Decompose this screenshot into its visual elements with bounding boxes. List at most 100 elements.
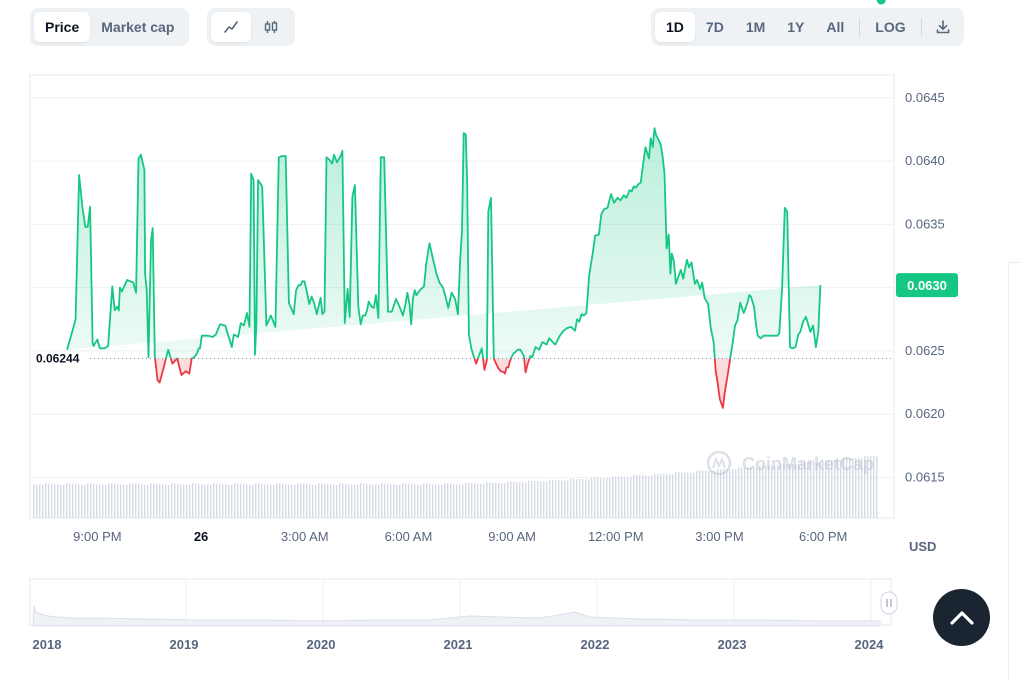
- volume-bar: [564, 480, 566, 518]
- volume-bar: [480, 483, 482, 518]
- volume-bar: [189, 485, 191, 518]
- navigator-history-line: [32, 605, 881, 627]
- volume-bar: [684, 472, 686, 518]
- price-line-up: [66, 127, 822, 359]
- volume-bar: [447, 483, 449, 518]
- volume-bar: [777, 465, 779, 518]
- volume-bar: [387, 483, 389, 518]
- volume-bar: [138, 484, 140, 518]
- volume-bar: [135, 483, 137, 518]
- candlestick-toggle[interactable]: [251, 12, 291, 42]
- tab-range-1m[interactable]: 1M: [745, 19, 766, 35]
- volume-bar: [201, 484, 203, 518]
- volume-bar: [690, 472, 692, 518]
- volume-bar: [381, 483, 383, 518]
- volume-bar: [486, 482, 488, 518]
- volume-bar: [483, 484, 485, 518]
- volume-bar: [72, 483, 74, 518]
- navigator-x-tick-label: 2024: [855, 637, 885, 652]
- volume-bar: [852, 457, 854, 518]
- volume-bar: [642, 475, 644, 518]
- tab-price[interactable]: Price: [34, 12, 91, 42]
- volume-bar: [753, 467, 755, 518]
- volume-bar: [726, 469, 728, 518]
- volume-bar: [237, 483, 239, 518]
- volume-bar: [468, 482, 470, 518]
- reference-price-label: 0.06244: [36, 352, 80, 366]
- line-chart-toggle[interactable]: [211, 12, 251, 42]
- volume-bar: [705, 470, 707, 518]
- volume-bar: [819, 462, 821, 518]
- volume-bar: [438, 484, 440, 518]
- volume-bar: [462, 484, 464, 518]
- volume-bar: [501, 483, 503, 518]
- volume-bar: [453, 483, 455, 518]
- volume-bar: [732, 469, 734, 518]
- volume-bar: [264, 484, 266, 518]
- volume-bar: [333, 484, 335, 518]
- watermark-text: CoinMarketCap: [742, 454, 874, 474]
- volume-bar: [420, 485, 422, 518]
- volume-bar: [210, 485, 212, 518]
- volume-bar: [54, 484, 56, 518]
- volume-bar: [528, 480, 530, 518]
- volume-bar: [582, 479, 584, 518]
- tab-range-1d[interactable]: 1D: [655, 12, 695, 42]
- navigator-handle[interactable]: [880, 591, 898, 615]
- volume-bar: [426, 483, 428, 518]
- download-button[interactable]: [926, 12, 960, 42]
- volume-bar: [789, 463, 791, 518]
- volume-bar: [165, 484, 167, 518]
- volume-bar: [759, 465, 761, 518]
- volume-bar: [402, 483, 404, 518]
- tab-range-7d[interactable]: 7D: [705, 19, 724, 35]
- volume-bar: [513, 481, 515, 518]
- volume-bar: [798, 463, 800, 518]
- volume-bar: [150, 483, 152, 518]
- tab-range-1y[interactable]: 1Y: [787, 19, 805, 35]
- log-scale-toggle[interactable]: LOG: [875, 19, 906, 35]
- volume-bar: [708, 470, 710, 518]
- volume-bar: [312, 484, 314, 518]
- volume-bar: [720, 469, 722, 518]
- volume-bar: [645, 475, 647, 518]
- metric-tabs: Price Market cap: [30, 8, 190, 46]
- divider: [920, 18, 922, 36]
- volume-bar: [534, 481, 536, 518]
- volume-bar: [615, 476, 617, 518]
- volume-bar: [408, 483, 410, 518]
- volume-bar: [363, 483, 365, 518]
- volume-bar: [399, 485, 401, 518]
- volume-bar: [558, 480, 560, 518]
- volume-bar: [339, 483, 341, 518]
- volume-bar: [279, 483, 281, 518]
- volume-bar: [369, 484, 371, 518]
- x-axis: 9:00 PM 26 3:00 AM 6:00 AM 9:00 AM 12:00 PM 3:…: [73, 529, 847, 544]
- scroll-to-top-button[interactable]: [933, 589, 990, 646]
- volume-bar: [126, 485, 128, 518]
- volume-bar: [177, 483, 179, 518]
- volume-bar: [318, 483, 320, 518]
- volume-bar: [609, 478, 611, 518]
- navigator-handle-knob[interactable]: [880, 591, 898, 615]
- volume-bar: [375, 484, 377, 518]
- volume-bar: [294, 485, 296, 518]
- volume-bar: [570, 478, 572, 518]
- tab-range-all[interactable]: All: [826, 19, 845, 35]
- volume-bar: [156, 483, 158, 518]
- volume-bar: [285, 484, 287, 518]
- navigator-x-tick-label: 2021: [444, 637, 473, 652]
- volume-bar: [147, 485, 149, 518]
- navigator-x-axis: 2018 2019 2020 2021 2022 2023 2024: [33, 637, 885, 652]
- x-tick-label: 6:00 PM: [799, 529, 847, 544]
- volume-bar: [651, 475, 653, 518]
- tab-market-cap[interactable]: Market cap: [101, 19, 175, 35]
- current-price-label: 0.0630: [907, 278, 947, 293]
- volume-bar: [270, 484, 272, 518]
- volume-bar: [714, 471, 716, 518]
- volume-bar: [213, 483, 215, 518]
- volume-bar: [765, 465, 767, 518]
- navigator-x-tick-label: 2023: [718, 637, 747, 652]
- volume-bar: [228, 484, 230, 518]
